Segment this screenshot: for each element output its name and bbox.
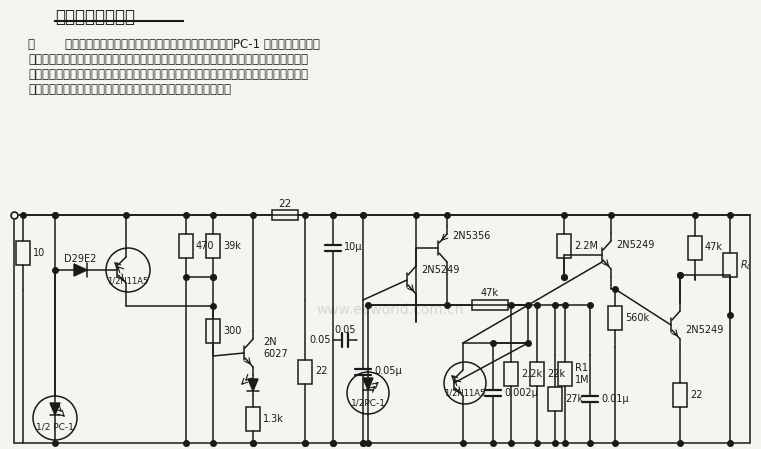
Text: 0.05: 0.05 xyxy=(309,335,331,345)
Text: 1/2H11A5: 1/2H11A5 xyxy=(107,277,148,286)
Bar xyxy=(530,362,544,386)
Text: 遥控红外检测电路: 遥控红外检测电路 xyxy=(55,8,135,26)
Text: 2.2M: 2.2M xyxy=(574,241,598,251)
Text: 560k: 560k xyxy=(625,313,649,323)
Text: 2N5249: 2N5249 xyxy=(421,265,460,275)
Text: 0.002μ: 0.002μ xyxy=(504,388,538,398)
Text: 22k: 22k xyxy=(547,369,565,379)
Polygon shape xyxy=(74,264,87,276)
Text: 2.2k: 2.2k xyxy=(521,369,542,379)
Bar xyxy=(723,253,737,277)
Polygon shape xyxy=(50,403,60,415)
Bar xyxy=(673,383,687,407)
Bar xyxy=(206,319,220,343)
Text: 22: 22 xyxy=(315,366,327,377)
Text: 2N5356: 2N5356 xyxy=(452,231,490,241)
Bar xyxy=(504,362,518,386)
Text: 1.3k: 1.3k xyxy=(263,414,284,424)
Bar xyxy=(298,360,312,383)
Text: 2N5249: 2N5249 xyxy=(616,240,654,250)
Text: www.eeworld.com.cn: www.eeworld.com.cn xyxy=(317,303,463,317)
Text: 10: 10 xyxy=(33,247,45,257)
Text: 0.05: 0.05 xyxy=(334,325,355,335)
Text: 1/2H11A5: 1/2H11A5 xyxy=(444,388,486,397)
Text: 2N
6027: 2N 6027 xyxy=(263,337,288,359)
Bar xyxy=(272,210,298,220)
Polygon shape xyxy=(363,378,373,390)
Text: 300: 300 xyxy=(223,326,241,336)
Text: 1/2 PC-1: 1/2 PC-1 xyxy=(36,423,74,431)
Text: 470: 470 xyxy=(196,241,215,251)
Bar xyxy=(558,362,572,386)
Bar xyxy=(688,235,702,260)
Text: 图        中所示电路可以在较长距离内传输被检测目标的信号。PC-1 是一红外二极管和: 图 中所示电路可以在较长距离内传输被检测目标的信号。PC-1 是一红外二极管和 xyxy=(28,38,320,51)
Text: 或信号灯）。第二对红外二极管和光敏晶体管对起失效保险作用。: 或信号灯）。第二对红外二极管和光敏晶体管对起失效保险作用。 xyxy=(28,83,231,96)
Bar xyxy=(608,306,622,330)
Text: 27k: 27k xyxy=(565,394,583,404)
Bar xyxy=(179,234,193,258)
Text: 39k: 39k xyxy=(223,241,241,251)
Text: 0.01μ: 0.01μ xyxy=(601,394,629,404)
Text: 10μ: 10μ xyxy=(344,242,362,252)
Bar xyxy=(246,407,260,431)
Text: 截止，并通过放大和第二对红外二极管和光敏晶体管对以及功率放大传速至负载（报警装置: 截止，并通过放大和第二对红外二极管和光敏晶体管对以及功率放大传速至负载（报警装置 xyxy=(28,68,308,81)
Text: $R_L$: $R_L$ xyxy=(740,258,752,272)
Text: 47k: 47k xyxy=(705,242,723,252)
Text: 1/2PC-1: 1/2PC-1 xyxy=(351,399,386,408)
Bar xyxy=(472,300,508,310)
Text: 22: 22 xyxy=(279,199,291,209)
Bar xyxy=(548,387,562,411)
Bar xyxy=(16,241,30,264)
Text: 2N5249: 2N5249 xyxy=(685,325,724,335)
Text: D29E2: D29E2 xyxy=(64,254,96,264)
Text: 光敏晶体管对。当有物体或目标阻挡二极管光照射到光敏晶体管时，光敏晶体管由导通变为: 光敏晶体管对。当有物体或目标阻挡二极管光照射到光敏晶体管时，光敏晶体管由导通变为 xyxy=(28,53,308,66)
Text: R1
1M: R1 1M xyxy=(575,363,590,385)
Text: 0.05μ: 0.05μ xyxy=(374,366,402,377)
Text: 47k: 47k xyxy=(481,288,499,298)
Bar xyxy=(557,234,571,258)
Polygon shape xyxy=(248,379,258,391)
Bar xyxy=(206,234,220,258)
Text: 22: 22 xyxy=(690,390,702,400)
